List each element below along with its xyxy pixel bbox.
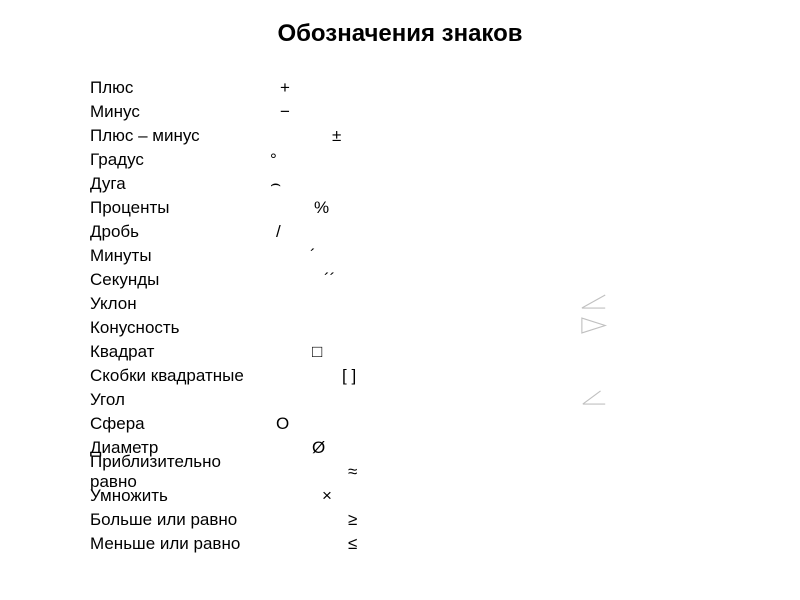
table-row: Умножить × <box>90 484 800 508</box>
row-label: Плюс – минус <box>90 126 270 146</box>
approx-symbol: ≈ <box>348 462 357 482</box>
slope-icon <box>580 292 608 317</box>
row-label: Больше или равно <box>90 510 270 530</box>
square-symbol: □ <box>312 342 322 362</box>
percent-symbol: % <box>314 198 329 218</box>
row-label: Плюс <box>90 78 270 98</box>
table-row: Плюс + <box>90 76 800 100</box>
row-label: Меньше или равно <box>90 534 270 554</box>
angle-icon <box>580 388 608 413</box>
table-row: Минус − <box>90 100 800 124</box>
row-label: Минус <box>90 102 270 122</box>
row-label: Секунды <box>90 270 270 290</box>
row-label: Дробь <box>90 222 270 242</box>
symbol-cell: ≤ <box>270 532 800 556</box>
slash-symbol: / <box>276 222 281 242</box>
multiply-symbol: × <box>322 486 332 506</box>
symbol-cell: ⌢ <box>270 172 800 196</box>
symbol-cell: ° <box>270 148 800 172</box>
symbol-cell: ´´ <box>270 268 800 292</box>
table-row: Квадрат □ <box>90 340 800 364</box>
table-row: Градус ° <box>90 148 800 172</box>
symbol-cell <box>270 388 800 412</box>
row-label: Уклон <box>90 294 270 314</box>
sphere-symbol: O <box>276 414 289 434</box>
table-row: Угол <box>90 388 800 412</box>
table-row: Меньше или равно ≤ <box>90 532 800 556</box>
plus-minus-symbol: ± <box>332 126 341 146</box>
lte-symbol: ≤ <box>348 534 357 554</box>
plus-symbol: + <box>280 78 290 98</box>
arc-symbol: ⌢ <box>270 174 281 194</box>
table-row: Дробь / <box>90 220 800 244</box>
row-label: Конусность <box>90 318 270 338</box>
symbol-cell: ≈ <box>270 460 800 484</box>
table-row: Больше или равно ≥ <box>90 508 800 532</box>
row-label: Дуга <box>90 174 270 194</box>
symbol-cell: O <box>270 412 800 436</box>
symbol-table: Плюс + Минус − Плюс – минус ± Градус ° Д… <box>0 76 800 556</box>
brackets-symbol: [ ] <box>342 366 356 386</box>
symbol-cell: ´ <box>270 244 800 268</box>
row-label: Сфера <box>90 414 270 434</box>
table-row: Секунды ´´ <box>90 268 800 292</box>
row-label: Минуты <box>90 246 270 266</box>
row-label: Скобки квадратные <box>90 366 270 386</box>
second-symbol: ´´ <box>324 270 335 290</box>
minus-symbol: − <box>280 102 290 122</box>
symbol-cell: ≥ <box>270 508 800 532</box>
cone-icon <box>580 316 608 341</box>
symbol-cell: + <box>270 76 800 100</box>
row-label: Умножить <box>90 486 270 506</box>
symbol-cell <box>270 292 800 316</box>
row-label: Проценты <box>90 198 270 218</box>
table-row: Минуты ´ <box>90 244 800 268</box>
table-row: Скобки квадратные [ ] <box>90 364 800 388</box>
gte-symbol: ≥ <box>348 510 357 530</box>
degree-symbol: ° <box>270 150 277 170</box>
symbol-cell: □ <box>270 340 800 364</box>
row-label: Квадрат <box>90 342 270 362</box>
table-row: Сфера O <box>90 412 800 436</box>
table-row: Уклон <box>90 292 800 316</box>
symbol-cell: × <box>270 484 800 508</box>
symbol-cell: [ ] <box>270 364 800 388</box>
symbol-cell: − <box>270 100 800 124</box>
symbol-cell: Ø <box>270 436 800 460</box>
symbol-cell: / <box>270 220 800 244</box>
table-row: Конусность <box>90 316 800 340</box>
symbol-cell: ± <box>270 124 800 148</box>
row-label: Градус <box>90 150 270 170</box>
page-title: Обозначения знаков <box>0 20 800 48</box>
minute-symbol: ´ <box>310 246 316 266</box>
table-row: Проценты % <box>90 196 800 220</box>
table-row: Дуга ⌢ <box>90 172 800 196</box>
row-label: Угол <box>90 390 270 410</box>
symbol-cell: % <box>270 196 800 220</box>
symbol-cell <box>270 316 800 340</box>
table-row: Приблизительно равно ≈ <box>90 460 800 484</box>
table-row: Плюс – минус ± <box>90 124 800 148</box>
diameter-symbol: Ø <box>312 438 325 458</box>
